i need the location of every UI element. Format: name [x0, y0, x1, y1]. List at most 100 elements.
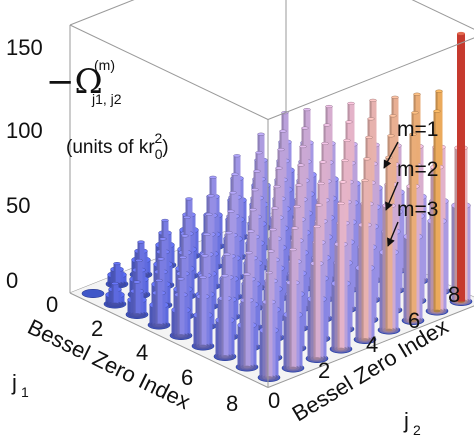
x-tick-label-2: 2 [91, 316, 103, 341]
bar-body [111, 283, 119, 304]
bar-body [199, 277, 207, 346]
bar-top [269, 228, 277, 232]
bar-bottom [289, 366, 297, 370]
bar-shade [289, 249, 292, 368]
bar-top [279, 129, 287, 133]
box-edge-front [267, 305, 474, 388]
bar-top [249, 208, 257, 212]
bar-top [233, 154, 241, 158]
peak-bar-body [457, 33, 465, 302]
bar-shade [334, 244, 339, 349]
z-axis-units-sup: 2 [155, 130, 163, 146]
bar-shade [382, 205, 387, 330]
bar-bottom [155, 323, 163, 327]
bar-shade [174, 294, 179, 336]
bar-shade [259, 330, 266, 378]
box-edge-front [69, 24, 269, 120]
bar-bottom [133, 313, 141, 316]
z-axis-units-suffix: ) [162, 137, 168, 158]
bar-top [155, 278, 163, 283]
box-edge [69, 0, 135, 26]
bar-shade [451, 205, 458, 302]
bar-top [409, 132, 417, 136]
bar-top [301, 126, 309, 130]
x-axis-symbol-sub: 1 [21, 384, 29, 400]
z-tick-label-50: 50 [6, 193, 30, 218]
bar-shade [218, 298, 223, 357]
bar-top [315, 203, 323, 207]
bar-top [299, 144, 307, 149]
bar-top [271, 206, 279, 210]
bar-shade [152, 292, 157, 325]
bar-shade [129, 279, 136, 295]
bar-body [133, 282, 141, 315]
bar-shade [108, 289, 113, 304]
bar-shade [262, 302, 267, 378]
bar-top [255, 151, 263, 155]
bar-bottom [337, 347, 345, 351]
bar-top [345, 120, 353, 124]
bar-top [227, 209, 235, 213]
bar-shade [307, 299, 314, 359]
bar-top [183, 215, 191, 219]
bar-shade [133, 282, 136, 315]
bar-top [223, 252, 231, 256]
bar-top [137, 240, 145, 244]
series-label-m1: m=1 [397, 118, 438, 141]
series-arrow-m3 [387, 221, 399, 247]
bar-body [113, 263, 121, 284]
floor-disk [81, 288, 105, 298]
bar-shade [237, 325, 244, 367]
bar-shade [379, 252, 386, 330]
bar-shade [155, 280, 158, 325]
bar-top [231, 172, 239, 176]
z-axis-subscript: j1, j2 [91, 91, 122, 107]
bar-top [267, 249, 275, 253]
z-axis-superscript: (m) [94, 57, 115, 73]
x-tick-label-6: 6 [181, 365, 193, 390]
bar-top [205, 212, 213, 216]
bar-top [295, 183, 303, 187]
bar-shade [243, 274, 246, 367]
bar-top [411, 111, 419, 115]
z-tick-label-150: 150 [6, 35, 43, 60]
bar-bottom [385, 328, 393, 332]
bar-top [247, 229, 255, 233]
bar-shade [409, 134, 412, 321]
bar-shade [310, 263, 315, 359]
bar-shade [361, 180, 364, 340]
bar-top [289, 247, 297, 252]
bars-layer [81, 31, 473, 382]
y-tick-label-2: 2 [318, 358, 330, 383]
y-tick-label-0: 0 [268, 388, 280, 413]
bar-top [413, 92, 421, 96]
bar-top [341, 158, 349, 163]
bar-top [245, 251, 253, 255]
bar-top [185, 197, 193, 201]
bar-body [177, 278, 185, 336]
bar-top [313, 224, 321, 229]
bar-top [221, 274, 229, 278]
bar-shade [355, 267, 362, 340]
bar-top [207, 194, 215, 198]
bar-top [135, 258, 143, 263]
box-edge [411, 0, 474, 30]
z-axis-units: (units of kr02) [66, 130, 169, 162]
bar-shade [433, 111, 436, 311]
bar-body [361, 180, 369, 340]
bar-body [243, 274, 251, 367]
bar-top [177, 277, 185, 281]
bar-top [319, 160, 327, 164]
peak-bar-top [457, 31, 465, 36]
bar-shade [111, 283, 114, 304]
bar-shade [127, 299, 134, 315]
bar-bottom [111, 302, 119, 306]
bar-shade [135, 260, 138, 295]
bar-shade [193, 315, 200, 346]
bar-top [201, 254, 209, 258]
z-axis-units-sub: 0 [155, 146, 163, 162]
series-label-m3: m=3 [397, 198, 438, 221]
bar-bottom [177, 334, 185, 337]
